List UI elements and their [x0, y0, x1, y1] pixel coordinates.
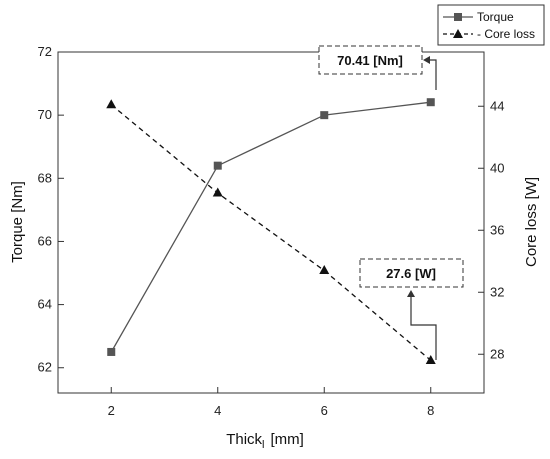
y-axis-right-label: Core loss [W] [523, 177, 540, 267]
series-layer [106, 98, 436, 364]
annotation-core-loss-text: 27.6 [W] [386, 266, 436, 281]
y-right-tick-label: 44 [490, 98, 504, 113]
y-right-tick-label: 32 [490, 284, 504, 299]
x-tick-label: 8 [427, 403, 434, 418]
legend-torque-label: Torque [477, 10, 514, 24]
x-tick-label: 2 [108, 403, 115, 418]
annotation-core-loss-arrowhead [407, 290, 415, 297]
x-axis: 2 4 6 8 [108, 387, 434, 418]
annotation-torque-arrow [426, 59, 437, 90]
legend-box [437, 4, 545, 46]
x-tick-label: 4 [214, 403, 221, 418]
plot-frame [57, 51, 485, 394]
x-tick-label: 6 [321, 403, 328, 418]
y-right-tick-label: 36 [490, 222, 504, 237]
y-left-tick-label: 62 [38, 360, 52, 375]
point-core-loss [212, 187, 223, 197]
y-right-tick-label: 28 [490, 346, 504, 361]
point-core-loss [106, 99, 117, 109]
annotation-core-loss-box [359, 258, 464, 288]
y-left-tick-label: 68 [38, 170, 52, 185]
y-axis-left-label: Torque [Nm] [9, 181, 26, 263]
point-core-loss [319, 265, 330, 275]
annotation-core-loss: 27.6 [W] [359, 258, 464, 360]
x-axis-label-subscript: l [262, 439, 264, 451]
annotation-torque-arrowhead [423, 56, 430, 64]
point-core-loss [425, 354, 436, 364]
series-line-core-loss [110, 104, 432, 361]
y-axis-left: 62 64 66 68 70 72 [38, 44, 64, 375]
point-torque [107, 347, 116, 356]
point-torque [320, 111, 329, 120]
annotation-torque-text: 70.41 [Nm] [337, 53, 403, 68]
series-line-torque [110, 101, 431, 353]
y-left-tick-label: 66 [38, 233, 52, 248]
legend-torque-marker [454, 13, 462, 21]
point-torque [213, 161, 222, 170]
y-axis-right: 28 32 36 40 44 [478, 98, 504, 361]
annotation-core-loss-arrow [410, 294, 437, 360]
legend-core-loss-label: - Core loss [477, 27, 535, 41]
y-right-tick-label: 40 [490, 160, 504, 175]
annotation-torque-box [318, 45, 423, 75]
legend-core-loss-marker [453, 29, 463, 38]
x-axis-label-main: Thick [226, 431, 262, 448]
point-torque [426, 98, 435, 107]
y-left-tick-label: 72 [38, 44, 52, 59]
y-left-tick-label: 70 [38, 107, 52, 122]
x-axis-label-unit: [mm] [270, 431, 303, 448]
legend: Torque - Core loss [437, 4, 545, 46]
annotation-torque: 70.41 [Nm] [318, 45, 437, 90]
y-left-tick-label: 64 [38, 297, 52, 312]
x-axis-label: Thickl [mm] [226, 431, 304, 451]
